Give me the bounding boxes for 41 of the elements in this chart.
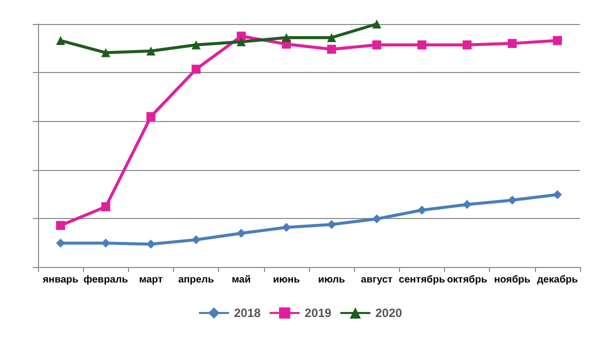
point [508, 38, 517, 48]
point [101, 202, 110, 212]
point [552, 36, 562, 46]
x-tick-label: июнь [272, 274, 300, 286]
legend-label: 2018 [234, 306, 261, 320]
x-tick-label: март [139, 274, 163, 286]
point [462, 40, 472, 50]
x-tick-label: ноябрь [494, 274, 530, 286]
point [236, 32, 246, 41]
point [101, 48, 110, 58]
x-tick-label: август [360, 274, 393, 286]
point [236, 228, 246, 238]
x-tick-label: июль [318, 274, 346, 286]
point [236, 37, 246, 46]
x-tick-label: май [232, 274, 251, 286]
point [372, 40, 382, 50]
point [146, 46, 156, 56]
point [372, 214, 382, 224]
point [508, 196, 517, 205]
point [552, 190, 562, 200]
point [417, 40, 426, 50]
x-tick-label: декабрь [536, 274, 578, 286]
point [372, 20, 382, 28]
point [327, 33, 336, 42]
legend-label: 2020 [375, 306, 402, 320]
point [146, 112, 156, 122]
point [327, 44, 336, 54]
point [56, 36, 66, 46]
point [417, 206, 426, 215]
point [282, 222, 291, 232]
x-tick-label: октябрь [446, 274, 488, 286]
x-tick-label: январь [42, 274, 78, 286]
point [192, 40, 201, 50]
point [282, 33, 291, 42]
point [56, 220, 66, 230]
x-tick-label: февраль [84, 274, 128, 286]
point [192, 235, 201, 244]
point [192, 64, 201, 74]
legend-label: 2019 [304, 306, 332, 320]
x-tick-label: сентябрь [398, 274, 446, 286]
x-tick-label: апрель [178, 274, 214, 286]
